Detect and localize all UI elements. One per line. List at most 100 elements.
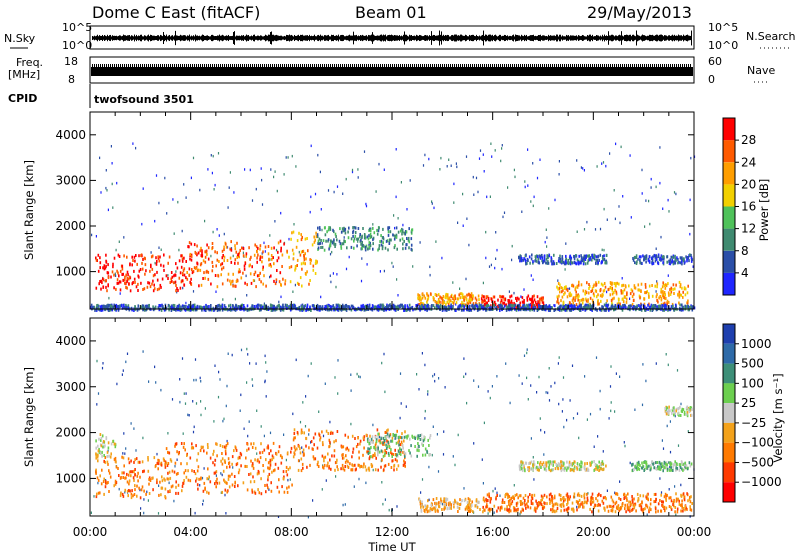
nsky-bar xyxy=(549,35,550,41)
echo-cell xyxy=(145,269,147,273)
echo-cell xyxy=(235,463,238,467)
echo-cell xyxy=(90,305,92,309)
echo-cell xyxy=(101,366,104,370)
nsky-bar xyxy=(277,35,278,41)
echo-cell xyxy=(325,479,327,482)
echo-cell xyxy=(201,308,203,312)
freq-tick xyxy=(366,64,367,67)
echo-cell xyxy=(147,456,149,459)
echo-cell xyxy=(352,231,354,234)
echo-cell xyxy=(237,305,240,308)
echo-cell xyxy=(160,486,163,490)
freq-tick xyxy=(206,64,207,67)
freq-tick xyxy=(272,64,273,67)
echo-cell xyxy=(234,247,237,251)
echo-cell xyxy=(442,305,444,309)
freq-tick xyxy=(162,64,163,67)
echo-cell xyxy=(519,301,521,305)
echo-cell xyxy=(611,288,614,292)
echo-cell xyxy=(667,300,670,304)
nsky-bar xyxy=(458,35,459,41)
echo-cell xyxy=(156,260,158,263)
echo-cell xyxy=(231,455,234,459)
echo-cell xyxy=(662,290,664,294)
nsky-bar xyxy=(208,35,209,41)
echo-cell xyxy=(563,425,565,429)
echo-cell xyxy=(687,299,689,303)
echo-cell xyxy=(378,162,380,166)
nsky-bar xyxy=(683,34,684,42)
echo-cell xyxy=(531,308,533,312)
echo-cell xyxy=(296,239,299,243)
nsky-bar xyxy=(629,34,630,42)
nsky-bar xyxy=(167,36,168,40)
echo-cell xyxy=(112,265,114,269)
nsky-bar xyxy=(122,35,123,41)
echo-cell xyxy=(134,473,136,477)
nsky-bar xyxy=(299,36,300,40)
echo-cell xyxy=(569,291,571,295)
echo-cell xyxy=(558,173,560,176)
echo-cell xyxy=(664,286,667,290)
echo-cell xyxy=(124,476,126,480)
echo-cell xyxy=(270,481,272,485)
echo-cell xyxy=(599,294,602,298)
echo-cell xyxy=(319,228,321,232)
echo-cell xyxy=(408,240,411,244)
echo-cell xyxy=(464,295,466,299)
echo-cell xyxy=(404,232,406,236)
echo-cell xyxy=(210,154,212,157)
freq-tick xyxy=(388,64,389,67)
echo-cell xyxy=(487,299,490,302)
freq-tick xyxy=(374,64,375,67)
echo-cell xyxy=(276,259,279,263)
nsky-bar xyxy=(357,36,358,40)
echo-cell xyxy=(126,352,129,355)
echo-cell xyxy=(585,291,588,295)
echo-cell xyxy=(356,372,358,376)
echo-cell xyxy=(213,471,216,475)
nsky-bar xyxy=(440,34,441,42)
echo-cell xyxy=(145,492,147,496)
echo-cell xyxy=(279,305,282,309)
freq-tick xyxy=(270,64,271,67)
echo-cell xyxy=(408,246,410,250)
echo-cell xyxy=(345,303,348,307)
freq-tick xyxy=(428,64,429,67)
echo-cell xyxy=(640,303,643,307)
freq-tick xyxy=(686,64,687,67)
echo-cell xyxy=(136,308,139,312)
echo-cell xyxy=(643,297,646,301)
echo-cell xyxy=(487,390,489,393)
echo-cell xyxy=(242,254,245,258)
nsky-bar xyxy=(484,35,485,41)
echo-cell xyxy=(575,303,578,307)
echo-cell xyxy=(579,306,582,310)
freq-tick xyxy=(236,64,237,67)
echo-cell xyxy=(383,269,385,273)
echo-cell xyxy=(342,305,345,309)
echo-cell xyxy=(610,299,613,302)
echo-cell xyxy=(167,462,170,465)
echo-cell xyxy=(471,304,473,308)
echo-cell xyxy=(310,362,312,365)
echo-cell xyxy=(171,398,174,401)
freq-tick xyxy=(618,64,619,67)
echo-cell xyxy=(680,257,683,261)
freq-tick xyxy=(176,64,177,67)
echo-cell xyxy=(153,456,156,460)
echo-cell xyxy=(121,471,123,475)
echo-cell xyxy=(184,448,186,452)
echo-cell xyxy=(469,308,471,312)
echo-cell xyxy=(208,308,211,312)
echo-cell xyxy=(123,432,125,435)
echo-cell xyxy=(573,254,575,258)
freq-tick xyxy=(578,64,579,67)
echo-cell xyxy=(270,274,272,278)
nsky-bar xyxy=(530,35,531,41)
nsky-bar xyxy=(346,35,347,41)
echo-cell xyxy=(674,485,676,488)
echo-cell xyxy=(297,306,299,310)
echo-cell xyxy=(222,298,224,301)
echo-cell xyxy=(120,476,122,479)
